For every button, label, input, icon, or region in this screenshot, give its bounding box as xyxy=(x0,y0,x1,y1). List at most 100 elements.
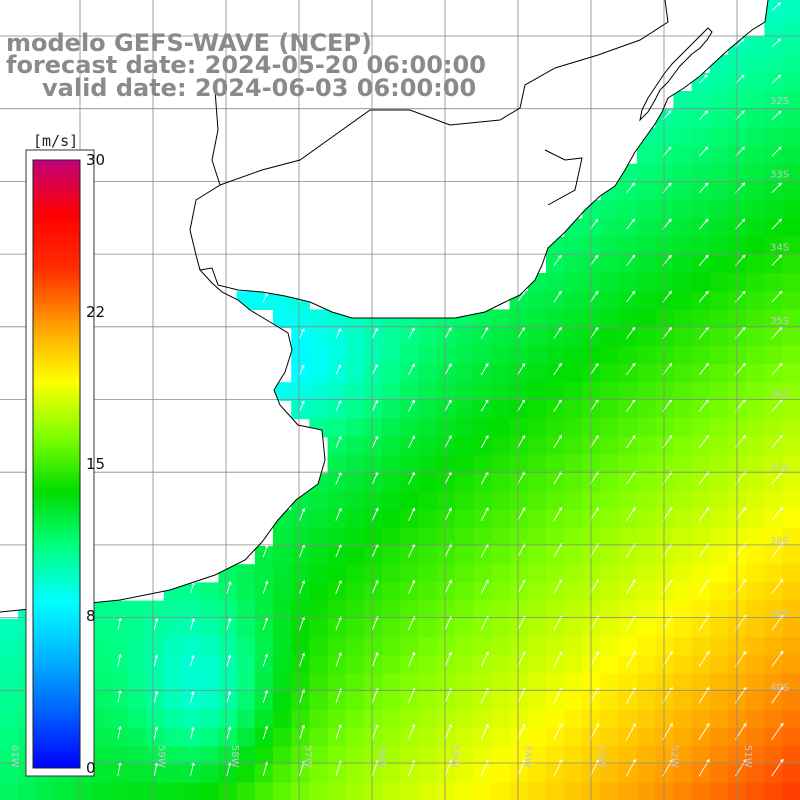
wind-speed-cell xyxy=(527,309,547,329)
wind-speed-cell xyxy=(254,564,274,583)
wind-speed-cell xyxy=(782,618,800,638)
wind-arrow xyxy=(371,399,379,412)
wind-speed-cell xyxy=(273,527,292,547)
wind-speed-cell xyxy=(273,709,292,729)
wind-speed-cell xyxy=(382,618,401,638)
wind-speed-cell xyxy=(746,109,765,128)
wind-speed-cell xyxy=(527,418,547,438)
wind-speed-cell xyxy=(728,309,747,329)
wind-speed-cell xyxy=(345,600,365,620)
wind-arrow xyxy=(771,290,783,303)
wind-speed-cell xyxy=(746,36,765,56)
wind-speed-cell xyxy=(163,691,183,711)
wind-arrow xyxy=(553,362,562,376)
wind-speed-cell xyxy=(455,509,474,529)
wind-speed-cell xyxy=(473,600,492,620)
wind-speed-cell xyxy=(637,582,656,602)
wind-arrow xyxy=(626,578,636,595)
wind-speed-cell xyxy=(618,200,638,219)
wind-speed-cell xyxy=(400,637,420,656)
wind-speed-cell xyxy=(764,127,784,147)
wind-speed-cell xyxy=(0,728,19,747)
wind-speed-cell xyxy=(491,455,511,474)
wind-arrow xyxy=(190,654,195,667)
wind-arrow xyxy=(589,722,600,741)
wind-speed-cell xyxy=(546,418,565,438)
wind-speed-cell xyxy=(491,764,511,784)
wind-speed-cell xyxy=(637,764,656,784)
wind-speed-cell xyxy=(746,618,765,638)
wind-arrow xyxy=(771,758,784,777)
wind-speed-cell xyxy=(273,655,292,674)
wind-speed-cell xyxy=(345,655,365,674)
wind-arrow xyxy=(771,182,782,194)
wind-speed-cell xyxy=(491,564,511,583)
wind-speed-cell xyxy=(637,564,656,583)
wind-speed-cell xyxy=(455,728,474,747)
wind-arrow xyxy=(299,328,305,339)
wind-arrow xyxy=(153,654,159,667)
wind-speed-cell xyxy=(564,600,583,620)
wind-speed-cell xyxy=(637,236,656,256)
wind-speed-cell xyxy=(455,345,474,365)
wind-speed-cell xyxy=(655,637,674,656)
wind-arrow xyxy=(626,254,636,266)
wind-speed-cell xyxy=(327,527,347,547)
wind-arrow xyxy=(371,507,379,521)
wind-speed-cell xyxy=(564,400,583,420)
wind-speed-cell xyxy=(254,746,274,765)
wind-speed-cell xyxy=(746,127,765,147)
wind-speed-cell xyxy=(91,673,110,693)
wind-speed-cell xyxy=(291,600,310,620)
wind-speed-cell xyxy=(655,127,674,147)
wind-speed-cell xyxy=(709,564,729,583)
wind-arrow xyxy=(117,725,122,740)
wind-arrow xyxy=(299,507,306,521)
wind-speed-cell xyxy=(709,345,729,365)
wind-speed-cell xyxy=(345,364,365,383)
wind-speed-cell xyxy=(782,455,800,474)
wind-speed-cell xyxy=(655,236,674,256)
wind-speed-cell xyxy=(655,309,674,329)
wind-speed-cell xyxy=(746,163,765,183)
wind-speed-cell xyxy=(709,491,729,511)
wind-arrow xyxy=(262,580,269,594)
wind-speed-cell xyxy=(418,782,438,800)
wind-speed-cell xyxy=(655,345,674,365)
wind-arrow xyxy=(698,506,710,522)
wind-speed-cell xyxy=(145,709,165,729)
wind-speed-cell xyxy=(200,637,219,656)
wind-speed-cell xyxy=(546,709,565,729)
wind-speed-cell xyxy=(600,600,620,620)
wind-speed-cell xyxy=(564,254,583,274)
wind-speed-cell xyxy=(691,782,711,800)
wind-speed-cell xyxy=(309,527,329,547)
wind-speed-cell xyxy=(473,382,492,401)
wind-speed-cell xyxy=(637,382,656,401)
wind-speed-cell xyxy=(400,418,420,438)
wind-speed-cell xyxy=(728,91,747,110)
wind-arrow xyxy=(771,578,784,595)
wind-speed-cell xyxy=(673,582,693,602)
wind-speed-cell xyxy=(418,491,438,511)
wind-speed-cell xyxy=(673,546,693,565)
wind-speed-cell xyxy=(746,254,765,274)
wind-speed-cell xyxy=(273,637,292,656)
wind-speed-cell xyxy=(364,382,383,401)
wind-speed-cell xyxy=(400,527,420,547)
wind-speed-cell xyxy=(728,200,747,219)
wind-speed-cell xyxy=(618,782,638,800)
wind-speed-cell xyxy=(655,600,674,620)
wind-speed-cell xyxy=(709,637,729,656)
wind-arrow xyxy=(408,435,415,449)
wind-speed-cell xyxy=(345,746,365,765)
wind-speed-cell xyxy=(637,728,656,747)
wind-speed-cell xyxy=(764,91,784,110)
wind-speed-cell xyxy=(491,582,511,602)
wind-speed-cell xyxy=(273,582,292,602)
wind-speed-cell xyxy=(746,327,765,347)
wind-speed-cell xyxy=(782,400,800,420)
wind-speed-cell xyxy=(782,564,800,583)
wind-speed-cell xyxy=(782,327,800,347)
